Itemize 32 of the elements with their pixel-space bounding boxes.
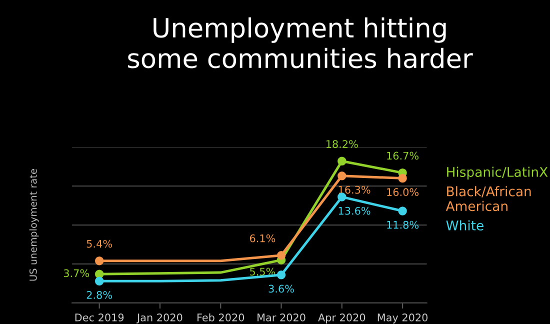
data-label: 3.7% (64, 269, 90, 278)
x-tick-label: Mar 2020 (258, 314, 306, 322)
point (338, 172, 346, 180)
y-axis-title: US unemployment rate (29, 169, 39, 281)
x-tick-label: May 2020 (378, 314, 428, 324)
text: White (446, 220, 484, 230)
data-label: 3.6% (268, 284, 294, 293)
point (94, 270, 104, 278)
data-label: 16.7% (387, 152, 419, 160)
point (338, 156, 346, 166)
data-label: 6.1% (250, 234, 276, 242)
x-tick-label: Jan 2020 (136, 314, 182, 324)
point (94, 256, 104, 266)
text: Hispanic/LatinX (447, 166, 548, 180)
point (276, 251, 286, 260)
data-label: 18.2% (326, 140, 358, 148)
point (398, 174, 407, 183)
text: Black/African American (446, 186, 531, 212)
point (276, 270, 286, 280)
x-tick-label: Dec 2019 (75, 314, 124, 322)
data-label: 2.8% (86, 291, 112, 299)
point (398, 206, 407, 216)
data-label: 5.5% (250, 268, 276, 276)
data-label: 5.4% (86, 240, 112, 248)
data-label: 16.3% (338, 186, 370, 194)
point (94, 276, 104, 286)
data-label: 11.8% (387, 220, 419, 229)
data-label: 16.0% (387, 188, 419, 196)
chart-title: Unemployment hitting some communities harder (128, 17, 473, 68)
x-tick-label: Apr 2020 (318, 314, 366, 324)
data-label: 13.6% (338, 206, 370, 215)
x-tick-label: Feb 2020 (198, 313, 244, 322)
